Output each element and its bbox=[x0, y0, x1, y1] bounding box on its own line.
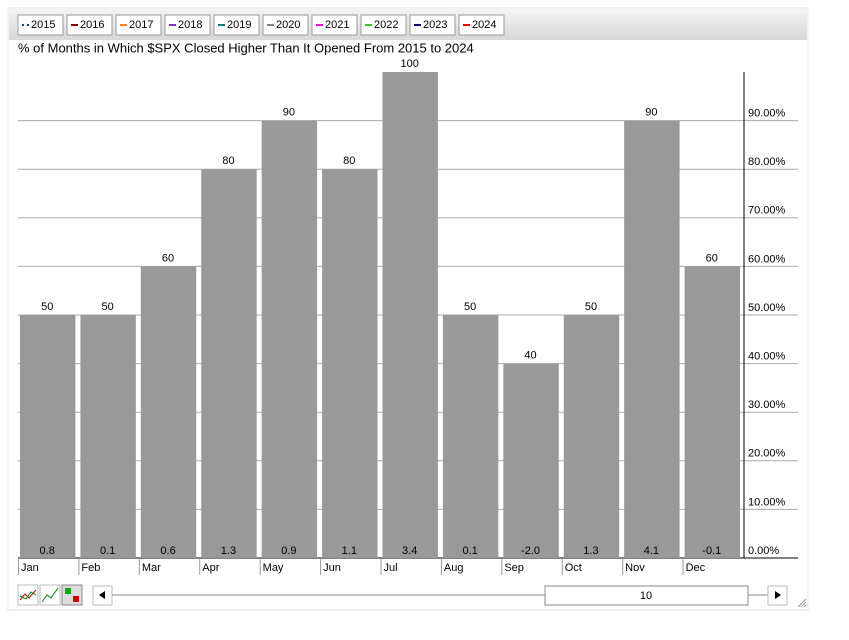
value-label: 50 bbox=[464, 301, 476, 313]
average-change-label: 4.1 bbox=[644, 545, 659, 557]
average-change-label: 0.8 bbox=[40, 545, 55, 557]
x-tick-label: Jan bbox=[21, 562, 39, 574]
x-tick-label: Aug bbox=[444, 562, 464, 574]
y-tick-label: 10.00% bbox=[748, 496, 786, 508]
icon bbox=[73, 596, 79, 602]
bar bbox=[382, 72, 438, 558]
x-tick-label: Mar bbox=[142, 562, 161, 574]
legend-button[interactable] bbox=[262, 14, 309, 36]
bar bbox=[261, 120, 318, 558]
average-change-label: -0.1 bbox=[702, 545, 721, 557]
legend-label: 2024 bbox=[472, 19, 496, 31]
legend-button[interactable] bbox=[311, 14, 358, 36]
x-tick-label: May bbox=[263, 562, 284, 574]
value-label: 90 bbox=[283, 107, 295, 119]
legend-button[interactable] bbox=[164, 14, 211, 36]
legend-button[interactable] bbox=[66, 14, 113, 36]
chart-title: % of Months in Which $SPX Closed Higher … bbox=[18, 40, 474, 55]
y-tick-label: 30.00% bbox=[748, 399, 786, 411]
legend-label: 2016 bbox=[80, 19, 104, 31]
x-tick-label: Jun bbox=[323, 562, 341, 574]
bar bbox=[684, 266, 740, 558]
y-tick-label: 50.00% bbox=[748, 302, 786, 314]
bar bbox=[624, 120, 680, 558]
x-tick-label: Nov bbox=[625, 562, 645, 574]
icon bbox=[775, 591, 781, 599]
value-label: 40 bbox=[524, 350, 536, 362]
bar bbox=[20, 315, 76, 558]
average-change-label: 0.1 bbox=[100, 545, 115, 557]
value-label: 50 bbox=[41, 301, 53, 313]
average-change-label: 1.1 bbox=[342, 545, 357, 557]
legend-button[interactable] bbox=[458, 14, 505, 36]
legend-button[interactable] bbox=[213, 14, 260, 36]
x-tick-label: Feb bbox=[81, 562, 100, 574]
y-tick-label: 0.00% bbox=[748, 545, 779, 557]
line-chart-button[interactable] bbox=[17, 584, 39, 606]
bar bbox=[503, 363, 559, 558]
value-label: 80 bbox=[222, 155, 234, 167]
legend-button[interactable] bbox=[17, 14, 64, 36]
x-tick-label: Dec bbox=[686, 562, 706, 574]
x-tick-label: Apr bbox=[202, 562, 219, 574]
legend-label: 2023 bbox=[423, 19, 447, 31]
value-label: 90 bbox=[645, 107, 657, 119]
average-change-label: -2.0 bbox=[521, 545, 540, 557]
x-tick-label: Oct bbox=[565, 562, 582, 574]
icon bbox=[99, 591, 105, 599]
value-label: 50 bbox=[585, 301, 597, 313]
legend-button[interactable] bbox=[360, 14, 407, 36]
bar bbox=[140, 266, 197, 558]
y-tick-label: 20.00% bbox=[748, 448, 786, 460]
icon bbox=[65, 588, 71, 594]
legend-label: 2022 bbox=[374, 19, 398, 31]
area-chart-button[interactable] bbox=[39, 584, 61, 606]
value-label: 50 bbox=[102, 301, 114, 313]
value-label: 60 bbox=[162, 252, 174, 264]
average-change-label: 0.1 bbox=[462, 545, 477, 557]
legend-label: 2015 bbox=[31, 19, 55, 31]
average-change-label: 0.9 bbox=[281, 545, 296, 557]
x-tick-label: Jul bbox=[384, 562, 398, 574]
y-tick-label: 60.00% bbox=[748, 253, 786, 265]
y-tick-label: 80.00% bbox=[748, 156, 786, 168]
legend-label: 2019 bbox=[227, 19, 251, 31]
slider-thumb[interactable] bbox=[544, 585, 749, 606]
bar bbox=[80, 315, 136, 558]
resize-grip bbox=[797, 598, 807, 608]
y-tick-label: 40.00% bbox=[748, 351, 786, 363]
legend-label: 2020 bbox=[276, 19, 300, 31]
bar bbox=[563, 315, 620, 558]
average-change-label: 3.4 bbox=[402, 545, 417, 557]
average-change-label: 1.3 bbox=[221, 545, 236, 557]
y-tick-label: 70.00% bbox=[748, 205, 786, 217]
average-change-label: 1.3 bbox=[583, 545, 598, 557]
value-label: 60 bbox=[706, 252, 718, 264]
value-label: 100 bbox=[401, 58, 419, 70]
x-tick-label: Sep bbox=[504, 562, 524, 574]
controls: 10 bbox=[17, 584, 807, 608]
icon bbox=[19, 591, 37, 600]
bar bbox=[201, 169, 257, 558]
slider-value: 10 bbox=[640, 590, 652, 602]
value-label: 80 bbox=[343, 155, 355, 167]
bar bbox=[322, 169, 378, 558]
icon bbox=[41, 587, 59, 603]
average-change-label: 0.6 bbox=[160, 545, 175, 557]
bar bbox=[442, 315, 499, 558]
legend-label: 2018 bbox=[178, 19, 202, 31]
y-tick-label: 90.00% bbox=[748, 108, 786, 120]
legend-button[interactable] bbox=[115, 14, 162, 36]
legend-label: 2017 bbox=[129, 19, 153, 31]
legend-label: 2021 bbox=[325, 19, 349, 31]
legend-button[interactable] bbox=[409, 14, 456, 36]
